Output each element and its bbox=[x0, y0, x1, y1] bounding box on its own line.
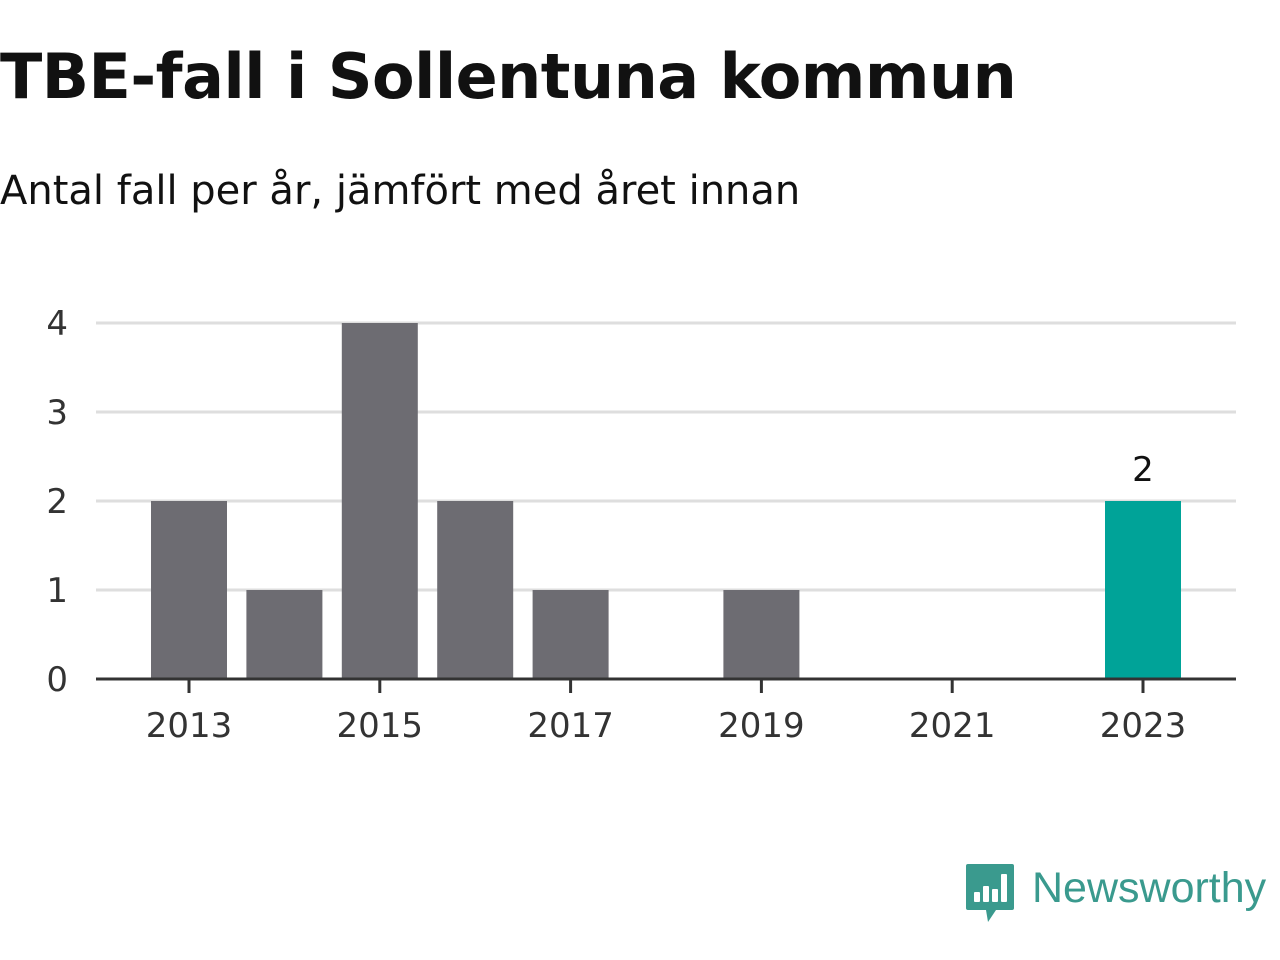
x-axis-ticks: 2013 2015 2017 2019 2021 2023 bbox=[146, 679, 1187, 746]
chart-subtitle: Antal fall per år, jämfört med året inna… bbox=[0, 168, 801, 214]
y-tick-label: 0 bbox=[46, 660, 68, 700]
bar-2017 bbox=[532, 590, 609, 679]
x-tick-label: 2021 bbox=[909, 706, 996, 746]
bars bbox=[151, 323, 1181, 679]
y-tick-label: 4 bbox=[46, 304, 68, 344]
x-tick-label: 2017 bbox=[527, 706, 614, 746]
brand-logo: Newsworthy bbox=[964, 862, 1266, 926]
brand-name: Newsworthy bbox=[1032, 864, 1267, 912]
y-tick-label: 2 bbox=[46, 482, 68, 522]
bar-2019 bbox=[723, 590, 800, 679]
data-labels: 2 bbox=[1132, 450, 1154, 490]
y-axis-ticks: 0 1 2 3 4 bbox=[46, 304, 68, 700]
x-tick-label: 2013 bbox=[146, 706, 233, 746]
gridlines bbox=[96, 321, 1236, 592]
data-label-2023: 2 bbox=[1132, 450, 1154, 490]
y-tick-label: 3 bbox=[46, 393, 68, 433]
x-tick-label: 2019 bbox=[718, 706, 805, 746]
bar-2023 bbox=[1105, 501, 1181, 679]
chart-title: TBE-fall i Sollentuna kommun bbox=[0, 40, 1017, 113]
newsworthy-logo-icon bbox=[966, 864, 1014, 922]
x-tick-label: 2023 bbox=[1100, 706, 1187, 746]
bar-2013 bbox=[151, 501, 227, 679]
bar-2015 bbox=[341, 323, 418, 679]
y-tick-label: 1 bbox=[46, 571, 68, 611]
x-tick-label: 2015 bbox=[337, 706, 424, 746]
bar-2016 bbox=[437, 501, 514, 679]
bar-2014 bbox=[246, 590, 323, 679]
